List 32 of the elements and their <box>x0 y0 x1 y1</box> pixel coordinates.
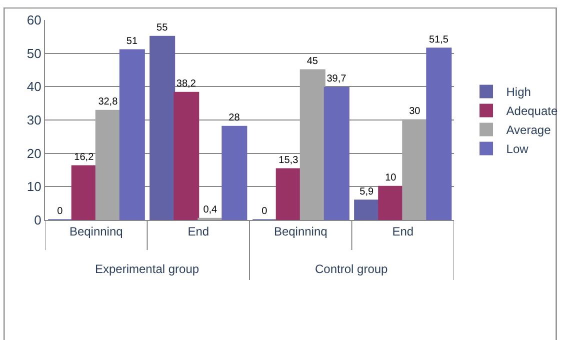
y-tick-label: 60 <box>26 12 42 28</box>
text: Experimental group <box>95 262 200 276</box>
data-label: 0 <box>57 206 64 217</box>
legend-label: Low <box>506 142 529 156</box>
data-label: 0,4 <box>203 204 218 216</box>
y-tick-label: 30 <box>26 112 42 128</box>
x-tick-label: End <box>392 224 414 238</box>
data-label: 45 <box>306 56 318 67</box>
data-label: 32,8 <box>98 96 118 108</box>
data-label: 15,3 <box>278 155 299 166</box>
y-tick-label: 40 <box>26 79 42 94</box>
legend-label: Average <box>506 123 552 138</box>
x-tick-label: Beqinninq <box>69 224 123 238</box>
data-label: 30 <box>409 106 421 117</box>
data-label: 28 <box>228 112 240 124</box>
legend-label: High <box>506 85 531 100</box>
data-label: 51 <box>126 36 138 47</box>
data-label: 55 <box>156 22 168 34</box>
y-tick-label: 20 <box>26 146 42 161</box>
data-label: 39,7 <box>326 74 347 85</box>
x-tick-label: Beqinninq <box>274 224 328 238</box>
text: Control group <box>315 262 388 276</box>
y-tick-label: 50 <box>26 46 42 61</box>
y-tick-label: 0 <box>34 212 42 228</box>
data-label: 0 <box>262 206 268 217</box>
y-tick-label: 10 <box>26 179 42 194</box>
data-label: 38,2 <box>176 78 196 90</box>
data-label: 10 <box>385 172 397 184</box>
data-label: 51,5 <box>428 34 449 46</box>
data-label: 5,9 <box>360 186 374 198</box>
x-tick-label: End <box>188 224 210 238</box>
data-label: 16,2 <box>74 152 94 163</box>
